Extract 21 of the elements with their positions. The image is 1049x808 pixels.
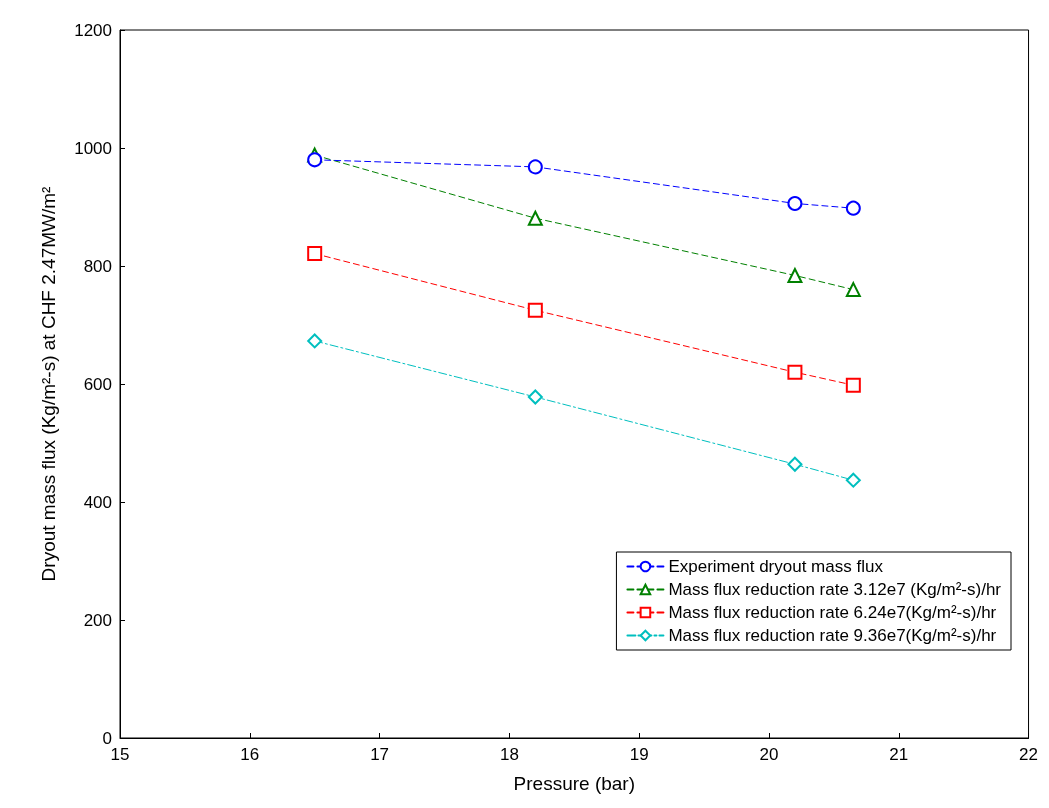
legend-label: Experiment dryout mass flux [668, 557, 884, 576]
x-tick-label: 16 [240, 745, 260, 764]
y-tick-label: 600 [83, 374, 112, 394]
x-tick-label: 19 [629, 745, 649, 764]
x-tick-label: 17 [370, 745, 390, 764]
y-axis-title: Dryout mass flux (Kg/m²-s) at CHF 2.47MW/m² [38, 186, 59, 582]
legend-label: Mass flux reduction rate 6.24e7(Kg/m²-s)/hr [668, 603, 997, 622]
legend-label: Mass flux reduction rate 3.12e7 (Kg/m²-s)/hr [668, 580, 1002, 599]
y-tick-label: 200 [83, 610, 112, 630]
x-tick-label: 21 [889, 745, 909, 764]
x-tick-label: 22 [1019, 745, 1039, 764]
y-tick-label: 1000 [74, 138, 112, 158]
x-tick-label: 20 [759, 745, 779, 764]
y-tick-label: 1200 [74, 20, 112, 40]
legend-label: Mass flux reduction rate 9.36e7(Kg/m²-s)/hr [668, 626, 997, 645]
y-tick-label: 0 [102, 728, 112, 748]
x-tick-label: 15 [110, 745, 130, 764]
x-axis-title: Pressure (bar) [513, 773, 635, 794]
y-tick-label: 800 [83, 256, 112, 276]
y-tick-label: 400 [83, 492, 112, 512]
x-tick-label: 18 [499, 745, 519, 764]
